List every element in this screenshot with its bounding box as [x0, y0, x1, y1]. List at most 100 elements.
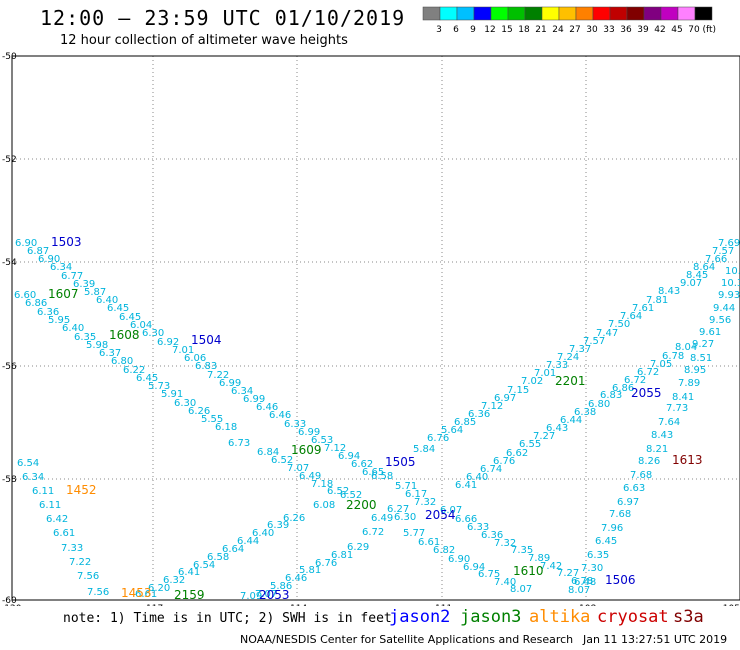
wave-height-value: 7.02: [521, 376, 543, 387]
scale-label: 21: [535, 25, 546, 35]
pass-time-label: 2159: [174, 588, 205, 602]
wave-height-value: 7.64: [620, 311, 642, 322]
wave-height-value: 7.05: [650, 359, 672, 370]
pass-time-label: 1610: [513, 564, 544, 578]
wave-height-value: 6.42: [46, 514, 68, 525]
map-frame: [11, 55, 740, 601]
wave-height-value: 5.84: [413, 444, 435, 455]
wave-height-value: 6.34: [231, 386, 253, 397]
latitude-tick-label: -60: [2, 596, 17, 606]
latitude-tick-label: -50: [2, 52, 17, 62]
wave-height-value: 6.84: [257, 447, 279, 458]
wave-height-value: 6.45: [107, 303, 129, 314]
wave-height-value: 6.40: [96, 295, 118, 306]
wave-height-value: 7.56: [87, 587, 109, 598]
wave-height-value: 5.55: [201, 414, 223, 425]
wave-height-value: 6.40: [62, 323, 84, 334]
wave-height-value: 6.83: [195, 361, 217, 372]
scale-label: 27: [569, 25, 580, 35]
wave-height-value: 10.: [725, 266, 740, 277]
wave-height-value: 6.35: [587, 550, 609, 561]
pass-time-label: 2201: [555, 374, 586, 388]
scale-label: 18: [518, 25, 530, 35]
wave-height-value: 6.34: [50, 262, 72, 273]
wave-height-value: 6.60: [14, 290, 36, 301]
scale-label: 30: [586, 25, 598, 35]
wave-height-value: 6.04: [130, 320, 152, 331]
wave-height-value: 7.47: [596, 328, 618, 339]
wave-height-value: 6.76: [493, 456, 515, 467]
wave-height-value: 8.07: [510, 584, 532, 595]
wave-height-value: 6.34: [22, 472, 44, 483]
wave-height-value: 7.22: [207, 370, 229, 381]
pass-time-label: 2054: [425, 508, 456, 522]
wave-height-value: 5.73: [148, 381, 170, 392]
satellite-legend-altika: altika: [529, 607, 591, 627]
wave-height-value: 7.33: [61, 543, 83, 554]
wave-height-value: 8.43: [651, 430, 673, 441]
wave-height-value: 6.46: [256, 402, 278, 413]
wave-height-value: 6.82: [433, 545, 455, 556]
wave-height-value: 6.26: [283, 513, 305, 524]
wave-height-value: 7.57: [583, 336, 605, 347]
scale-label: 45: [671, 25, 682, 35]
wave-height-value: 6.78: [571, 576, 593, 587]
scale-label: 12: [484, 25, 495, 35]
wave-height-value: 6.86: [25, 298, 47, 309]
wave-height-value: 6.94: [463, 562, 485, 573]
wave-height-value: 6.72: [362, 527, 384, 538]
wave-height-value: 6.48: [574, 577, 596, 588]
wave-height-value: 6.80: [588, 399, 610, 410]
wave-height-value: 7.56: [77, 571, 99, 582]
wave-height-value: 7.07: [255, 589, 277, 600]
wave-height-value: 7.40: [494, 577, 516, 588]
scale-label: 39: [637, 25, 649, 35]
footer-timestamp: Jan 11 13:27:51 UTC 2019: [583, 633, 728, 646]
wave-height-value: 6.44: [237, 536, 259, 547]
wave-height-value: 7.30: [581, 563, 603, 574]
wave-height-value: 6.49: [299, 471, 321, 482]
wave-height-value: 5.81: [299, 565, 321, 576]
wave-height-value: 6.99: [298, 427, 320, 438]
wave-height-value: 6.17: [405, 489, 427, 500]
wave-height-value: 5.87: [84, 287, 106, 298]
wave-height-value: 6.07: [440, 505, 462, 516]
latitude-tick-label: -58: [2, 475, 17, 485]
chart-title: 12:00 – 23:59 UTC 01/10/2019: [40, 6, 406, 30]
wave-height-value: 6.94: [338, 451, 360, 462]
wave-height-value: 7.64: [658, 417, 680, 428]
pass-time-label: 2055: [631, 386, 662, 400]
wave-height-value: 9.93: [718, 290, 740, 301]
wave-height-value: 6.58: [207, 552, 229, 563]
wave-height-value: 6.76: [427, 433, 449, 444]
wave-height-value: 6.73: [228, 438, 250, 449]
wave-height-value: 6.27: [387, 504, 409, 515]
wave-height-value: 5.64: [441, 425, 463, 436]
wave-height-value: 6.61: [418, 537, 440, 548]
pass-time-label: 1505: [385, 455, 416, 469]
wave-height-value: 6.97: [617, 497, 639, 508]
wave-height-value: 6.52: [340, 490, 362, 501]
scale-label: 33: [603, 25, 614, 35]
wave-height-value: 7.12: [481, 401, 503, 412]
pass-time-label: 1608: [109, 328, 140, 342]
wave-height-value: 7.32: [414, 497, 436, 508]
wave-height-value: 9.44: [713, 303, 735, 314]
latitude-tick-label: -52: [2, 155, 17, 165]
wave-height-value: 6.54: [193, 560, 215, 571]
wave-height-value: 6.76: [315, 558, 337, 569]
wave-height-value: 6.35: [74, 332, 96, 343]
wave-height-value: 6.58: [371, 471, 393, 482]
wave-height-value: 7.61: [632, 303, 654, 314]
wave-height-color-scale: 3 6 9 12 15 18 21 24 27 30 33 36 39 42 45 70 (ft): [422, 6, 716, 35]
wave-height-value: 6.32: [163, 575, 185, 586]
wave-height-value: 8.45: [686, 270, 708, 281]
wave-height-value: 6.62: [506, 448, 528, 459]
wave-height-value: 6.11: [32, 486, 54, 497]
wave-height-value: 6.40: [252, 528, 274, 539]
longitude-tick-label: -105: [720, 604, 740, 606]
pass-time-label: 2200: [346, 498, 377, 512]
wave-height-value: 6.45: [119, 312, 141, 323]
pass-time-label: 1504: [191, 333, 222, 347]
pass-time-label: 1609: [291, 443, 322, 457]
